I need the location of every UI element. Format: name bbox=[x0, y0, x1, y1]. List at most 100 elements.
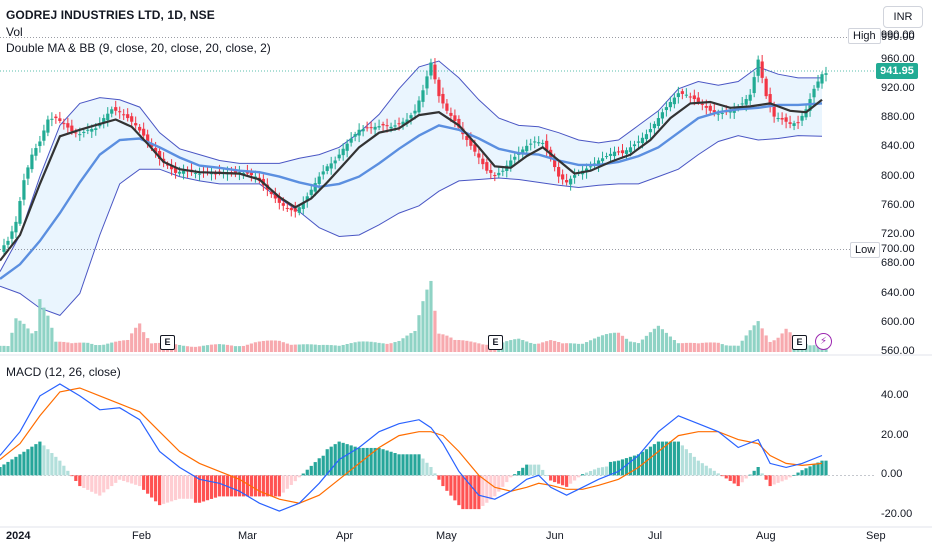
macd-histogram-bar bbox=[14, 456, 18, 476]
volume-bar bbox=[213, 344, 218, 352]
macd-histogram-bar bbox=[780, 475, 784, 482]
volume-bar bbox=[297, 344, 301, 352]
candle-body bbox=[46, 119, 50, 133]
volume-legend[interactable]: Vol bbox=[6, 25, 23, 39]
candle-body bbox=[772, 105, 776, 117]
volume-bar bbox=[309, 344, 313, 352]
volume-bar bbox=[189, 346, 194, 352]
volume-bar bbox=[369, 341, 373, 352]
candle-body bbox=[800, 115, 804, 121]
macd-histogram-bar bbox=[86, 475, 90, 490]
earnings-badge-aug[interactable]: E bbox=[792, 335, 807, 350]
macd-histogram-bar bbox=[461, 475, 465, 510]
candle-body bbox=[106, 113, 110, 121]
volume-bar bbox=[66, 342, 70, 352]
macd-histogram-bar bbox=[561, 475, 565, 486]
volume-bar bbox=[150, 343, 154, 352]
time-tick-label: 2024 bbox=[6, 530, 31, 542]
macd-histogram-bar bbox=[696, 460, 700, 476]
volume-bar bbox=[577, 343, 581, 352]
earnings-badge-may[interactable]: E bbox=[488, 335, 503, 350]
currency-selector[interactable]: INR bbox=[883, 6, 923, 28]
macd-histogram-bar bbox=[788, 475, 792, 478]
volume-bar bbox=[377, 342, 381, 352]
macd-histogram-bar bbox=[760, 473, 764, 476]
volume-bar bbox=[696, 343, 700, 352]
macd-histogram-bar bbox=[816, 462, 820, 476]
volume-bar bbox=[549, 340, 553, 352]
candle-body bbox=[22, 180, 26, 200]
volume-bar bbox=[118, 340, 122, 352]
macd-histogram-bar bbox=[497, 475, 501, 492]
volume-bar bbox=[197, 346, 202, 352]
macd-histogram-bar bbox=[768, 475, 772, 487]
macd-histogram-bar bbox=[177, 475, 182, 499]
volume-bar bbox=[225, 344, 230, 352]
volume-bar bbox=[565, 343, 569, 352]
earnings-badge-feb[interactable]: E bbox=[160, 335, 175, 350]
macd-histogram-bar bbox=[437, 475, 441, 480]
volume-bar bbox=[289, 344, 293, 352]
volume-bar bbox=[569, 343, 573, 352]
volume-bar bbox=[181, 345, 186, 352]
macd-histogram-bar bbox=[732, 475, 736, 484]
volume-bar bbox=[557, 342, 561, 352]
price-tick-label: 760.00 bbox=[881, 198, 915, 211]
macd-histogram-bar bbox=[684, 449, 688, 476]
volume-bar bbox=[373, 342, 377, 352]
candle-body bbox=[477, 153, 481, 158]
candle-body bbox=[26, 167, 30, 179]
candle-body bbox=[513, 156, 517, 160]
volume-bar bbox=[612, 332, 617, 352]
volume-bar bbox=[417, 315, 421, 352]
volume-bar bbox=[193, 346, 198, 352]
macd-histogram-bar bbox=[6, 461, 10, 476]
macd-histogram-bar bbox=[297, 475, 301, 478]
volume-bar bbox=[122, 340, 126, 352]
macd-histogram-bar bbox=[357, 447, 361, 476]
macd-histogram-bar bbox=[417, 454, 421, 476]
volume-bar bbox=[6, 346, 10, 352]
lightning-icon[interactable]: ⚡ bbox=[815, 333, 832, 350]
candle-body bbox=[126, 114, 130, 119]
macd-histogram-bar bbox=[150, 475, 154, 498]
candle-body bbox=[357, 129, 361, 136]
candle-body bbox=[509, 160, 513, 168]
macd-histogram-bar bbox=[361, 447, 365, 476]
macd-histogram-bar bbox=[485, 475, 489, 503]
volume-bar bbox=[421, 301, 425, 352]
volume-bar bbox=[692, 342, 696, 352]
macd-histogram-bar bbox=[349, 445, 353, 476]
volume-bar bbox=[760, 328, 764, 352]
bollinger-lower-line bbox=[0, 135, 823, 316]
macd-histogram-bar bbox=[740, 475, 744, 483]
macd-histogram-bar bbox=[553, 475, 557, 483]
macd-histogram-bar bbox=[90, 475, 94, 492]
candle-body bbox=[333, 160, 337, 164]
overlay-legend[interactable]: Double MA & BB (9, close, 20, close, 20,… bbox=[6, 41, 271, 55]
candle-body bbox=[14, 221, 18, 233]
volume-bar bbox=[720, 344, 724, 352]
symbol-title[interactable]: GODREJ INDUSTRIES LTD, 1D, NSE bbox=[6, 8, 215, 22]
price-tick-label: 560.00 bbox=[881, 345, 915, 357]
candle-body bbox=[660, 112, 664, 119]
candle-body bbox=[281, 203, 285, 206]
macd-histogram-bar bbox=[820, 460, 824, 476]
macd-histogram-bar bbox=[181, 475, 186, 499]
volume-bar bbox=[521, 340, 525, 352]
macd-histogram-bar bbox=[241, 475, 246, 497]
macd-histogram-bar bbox=[42, 445, 46, 476]
volume-bar bbox=[604, 334, 609, 352]
volume-bar bbox=[756, 321, 760, 352]
volume-bar bbox=[393, 342, 397, 352]
macd-histogram-bar bbox=[521, 467, 525, 476]
candle-body bbox=[636, 141, 641, 143]
macd-histogram-bar bbox=[70, 475, 74, 477]
volume-bar bbox=[632, 342, 637, 352]
macd-histogram-bar bbox=[393, 453, 397, 476]
macd-legend[interactable]: MACD (12, 26, close) bbox=[6, 365, 121, 379]
volume-bar bbox=[333, 345, 337, 352]
candle-body bbox=[620, 150, 625, 154]
